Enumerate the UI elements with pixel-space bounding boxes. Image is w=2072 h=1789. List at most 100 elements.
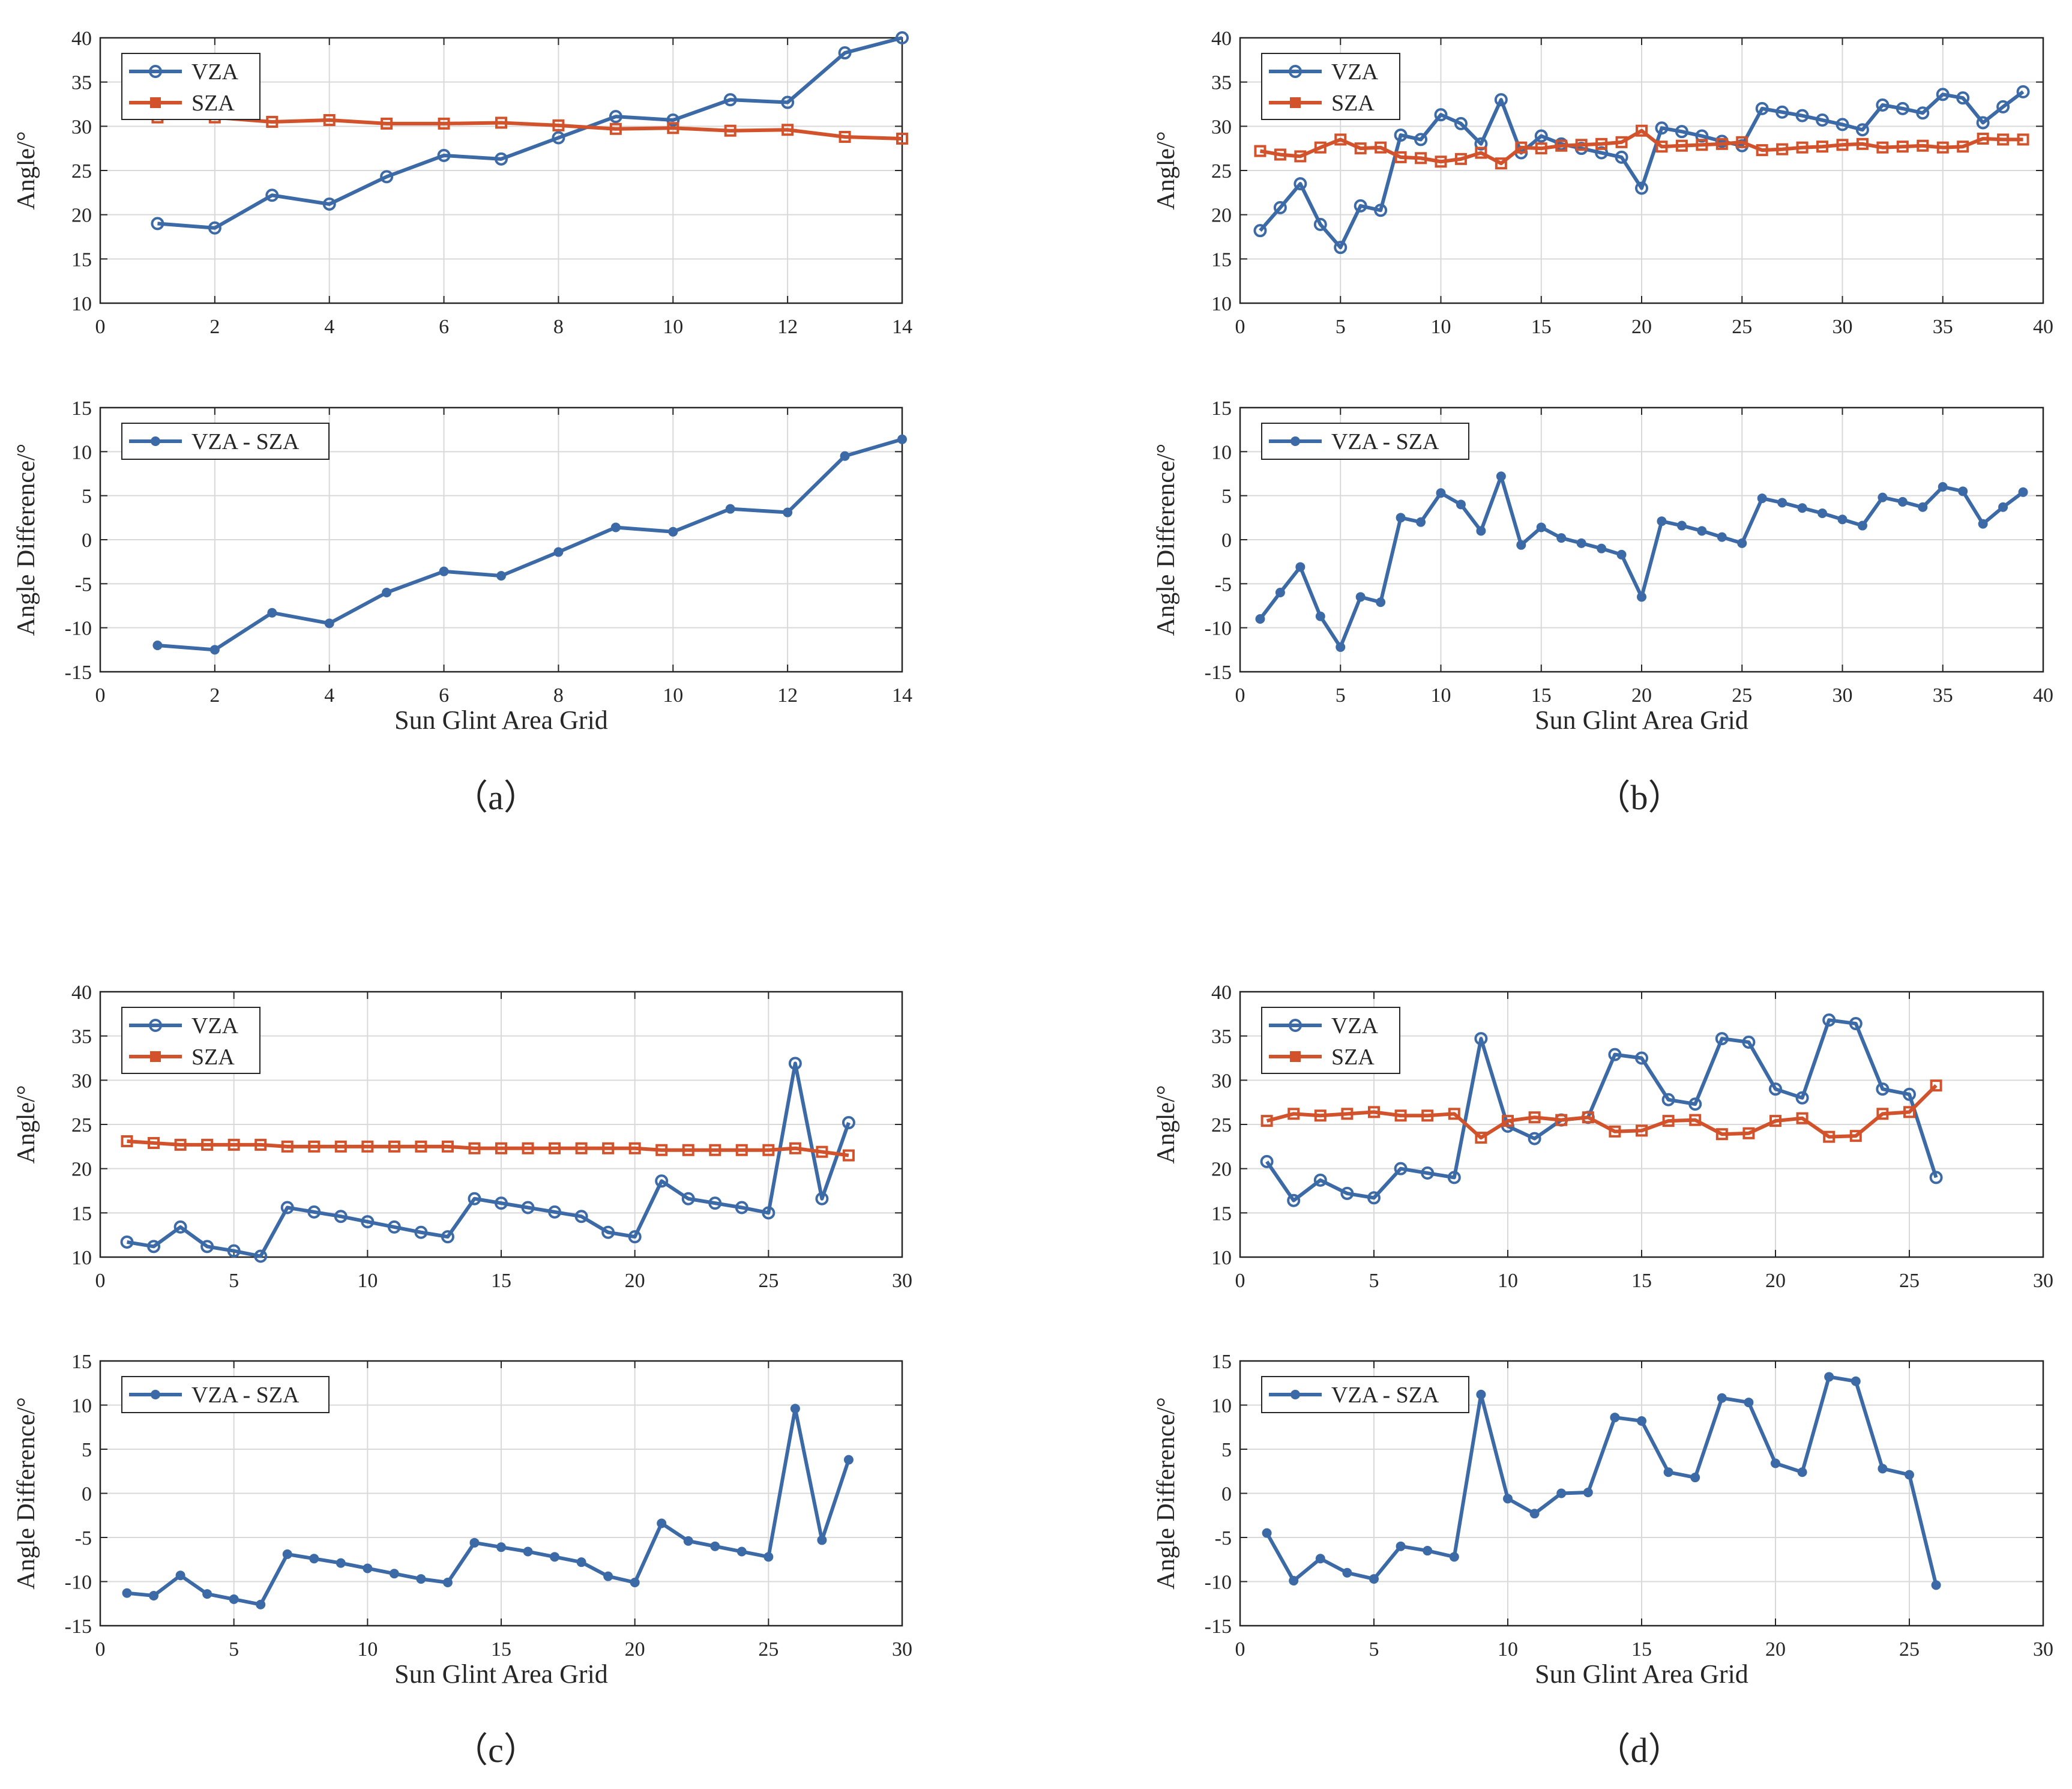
chart-3-difference-point bbox=[1717, 532, 1727, 542]
chart-4-sza-point bbox=[762, 1144, 775, 1156]
chart-4-vza-point bbox=[361, 1215, 375, 1229]
chart-2-sza-point bbox=[1997, 133, 2010, 146]
chart-2-x-tick-label: 35 bbox=[1933, 316, 1953, 338]
chart-0-sza-point bbox=[609, 122, 622, 135]
chart-0-vza-point bbox=[552, 131, 565, 145]
chart-2-vza-point bbox=[1354, 199, 1367, 213]
chart-6-y-tick-label: 40 bbox=[1211, 982, 1232, 1004]
chart-0-vza-point bbox=[322, 197, 336, 211]
chart-1-x-tick-label: 4 bbox=[324, 684, 334, 707]
chart-1-y-axis-label: Angle Difference/° bbox=[13, 444, 40, 636]
chart-2-vza-point bbox=[1334, 241, 1348, 255]
chart-0-vza-point bbox=[437, 148, 451, 162]
chart-3-y-tick-label: 10 bbox=[1211, 441, 1232, 463]
chart-7-y-tick-label: 15 bbox=[1211, 1351, 1232, 1373]
chart-6-y-tick-label: 15 bbox=[1211, 1202, 1232, 1225]
chart-3-y-tick-label: 5 bbox=[1221, 486, 1232, 508]
chart-3-x-tick-label: 35 bbox=[1933, 684, 1953, 707]
chart-3-difference-point bbox=[2018, 487, 2028, 497]
chart-7-difference-point bbox=[1637, 1416, 1646, 1426]
chart-4-vza-point bbox=[280, 1201, 294, 1214]
chart-2-sza-point bbox=[1454, 152, 1467, 165]
chart-4-vza-point bbox=[735, 1201, 748, 1214]
chart-5-difference-point bbox=[603, 1571, 613, 1581]
chart-7-y-tick-label: 0 bbox=[1221, 1483, 1232, 1506]
chart-3-difference-point bbox=[1336, 642, 1346, 652]
chart-6-vza-point bbox=[1822, 1013, 1836, 1027]
chart-4-legend-label: SZA bbox=[191, 1045, 235, 1070]
chart-1-difference-point bbox=[324, 618, 334, 629]
chart-0-vza-point bbox=[723, 93, 737, 107]
chart-3-difference-point bbox=[1616, 549, 1627, 560]
chart-4-legend-marker bbox=[149, 1019, 162, 1032]
chart-1-x-tick-label: 14 bbox=[892, 684, 912, 707]
chart-4-vza-point bbox=[441, 1230, 454, 1244]
chart-3-difference-point bbox=[1697, 526, 1707, 536]
chart-6-vza-point bbox=[1795, 1091, 1809, 1105]
chart-4-sza-point bbox=[415, 1140, 427, 1153]
chart-2-vza-point bbox=[1695, 129, 1709, 143]
chart-4-sza-point bbox=[628, 1142, 641, 1154]
chart-1-x-tick-label: 12 bbox=[777, 684, 798, 707]
chart-4-legend-box bbox=[121, 1007, 261, 1074]
chart-2-vza-point bbox=[1635, 181, 1648, 195]
chart-7-x-tick-label: 10 bbox=[1498, 1638, 1518, 1661]
chart-5-x-tick-label: 10 bbox=[357, 1638, 378, 1661]
chart-2-sza-point bbox=[2017, 133, 2029, 146]
chart-3-difference-point bbox=[1476, 526, 1486, 536]
chart-3-difference-point bbox=[1918, 502, 1928, 512]
chart-2-x-tick-label: 5 bbox=[1336, 316, 1346, 338]
chart-5-difference-point bbox=[576, 1557, 586, 1567]
chart-5-difference-point bbox=[442, 1577, 453, 1587]
chart-0-sza-point bbox=[667, 122, 679, 134]
chart-4-vza-point bbox=[681, 1192, 695, 1205]
chart-6-sza-point bbox=[1636, 1124, 1648, 1137]
chart-4-y-axis-label: Angle/° bbox=[13, 1085, 40, 1163]
chart-2-vza-point bbox=[1916, 106, 1930, 120]
chart-2-y-tick-label: 30 bbox=[1211, 116, 1232, 138]
chart-6-sza-point bbox=[1662, 1115, 1675, 1127]
chart-4-vza-point bbox=[815, 1192, 829, 1205]
chart-5-x-tick-label: 25 bbox=[758, 1638, 779, 1661]
chart-4-sza-point bbox=[334, 1140, 347, 1153]
chart-6-sza-point bbox=[1930, 1079, 1942, 1092]
chart-3-difference-point bbox=[1897, 496, 1908, 507]
chart-1-y-tick-label: -5 bbox=[75, 573, 92, 596]
chart-4-series-sza-line bbox=[127, 1139, 849, 1157]
chart-3-x-tick-label: 0 bbox=[1235, 684, 1245, 707]
chart-4-series-vza-line bbox=[127, 1061, 851, 1258]
chart-6-vza-point bbox=[1876, 1082, 1890, 1096]
chart-6-y-tick-label: 25 bbox=[1211, 1114, 1232, 1136]
chart-2-sza-point bbox=[1615, 136, 1628, 148]
panel-label-d: （d） bbox=[1595, 1731, 1682, 1770]
chart-5-difference-point bbox=[469, 1537, 480, 1548]
chart-0-sza-point bbox=[782, 124, 794, 136]
chart-1-x-tick-label: 8 bbox=[553, 684, 564, 707]
chart-7-difference-point bbox=[1396, 1541, 1406, 1551]
chart-7-x-tick-label: 0 bbox=[1235, 1638, 1245, 1661]
chart-5-difference-point bbox=[336, 1558, 346, 1568]
chart-5-difference-point bbox=[843, 1455, 854, 1465]
chart-4-sza-point bbox=[602, 1142, 615, 1154]
chart-7-difference-point bbox=[1556, 1488, 1567, 1498]
chart-5-x-tick-label: 5 bbox=[229, 1638, 239, 1661]
chart-7-difference-point bbox=[1342, 1567, 1352, 1578]
chart-2-vza-point bbox=[1595, 146, 1609, 160]
chart-2-sza-point bbox=[1856, 137, 1869, 150]
chart-5-difference-point bbox=[309, 1554, 319, 1564]
chart-7-x-tick-label: 15 bbox=[1631, 1638, 1652, 1661]
chart-4-vza-point bbox=[521, 1201, 535, 1214]
chart-5-difference-point bbox=[683, 1536, 693, 1546]
chart-6-sza-point bbox=[1849, 1130, 1862, 1142]
chart-1-difference-point bbox=[840, 451, 850, 461]
chart-2-sza-point bbox=[1555, 139, 1568, 152]
chart-2-sza-point bbox=[1957, 140, 1969, 153]
chart-0-x-tick-label: 8 bbox=[553, 316, 564, 338]
chart-6-x-tick-label: 20 bbox=[1765, 1270, 1786, 1292]
chart-3-difference-point bbox=[1597, 543, 1607, 554]
chart-6-sza-point bbox=[1582, 1111, 1594, 1124]
chart-6-y-axis-label: Angle/° bbox=[1152, 1085, 1180, 1163]
chart-4-vza-point bbox=[708, 1196, 722, 1210]
chart-2-sza-point bbox=[1736, 136, 1748, 148]
chart-1-y-tick-label: 0 bbox=[82, 529, 92, 552]
